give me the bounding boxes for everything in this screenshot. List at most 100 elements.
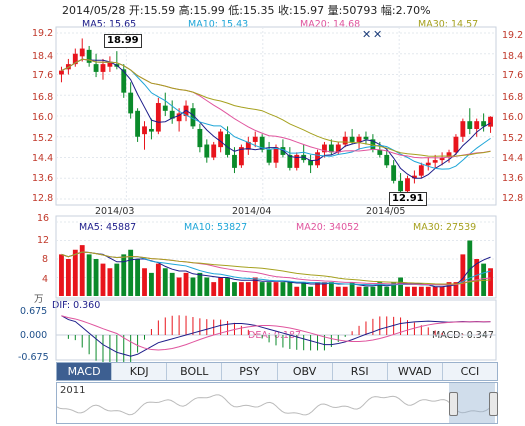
candle-body bbox=[218, 131, 224, 148]
candle-body bbox=[169, 110, 175, 119]
vol-ma30-line bbox=[61, 251, 491, 285]
navigator-left-handle[interactable] bbox=[449, 392, 458, 416]
volume-bar bbox=[100, 263, 106, 296]
price-tick-right: 12.8 bbox=[502, 193, 524, 204]
macd-tick: 0.675 bbox=[20, 306, 48, 317]
price-tick-left: 18.4 bbox=[32, 51, 54, 62]
candle-body bbox=[107, 61, 113, 67]
indicator-tabs: MACD KDJ BOLL PSY OBV RSI WVAD CCI bbox=[56, 362, 498, 381]
candle-body bbox=[398, 180, 403, 192]
volume-bar bbox=[273, 282, 279, 296]
vol-ma5-label: MA5: 45887 bbox=[79, 222, 137, 233]
candle-body bbox=[377, 149, 383, 155]
volume-bar bbox=[294, 286, 300, 296]
price-tick-left: 16.8 bbox=[32, 92, 54, 103]
vol-ma10-label: MA10: 53827 bbox=[184, 222, 248, 233]
tab-kdj[interactable]: KDJ bbox=[112, 363, 168, 380]
volume-bar bbox=[287, 282, 293, 296]
dif-line bbox=[61, 315, 491, 357]
navigator-history-line bbox=[57, 394, 496, 416]
price-tick-right: 15.2 bbox=[502, 133, 524, 144]
candle-body bbox=[342, 136, 348, 145]
candle-body bbox=[488, 116, 493, 127]
volume-bar bbox=[315, 282, 320, 296]
marker-icon: ✕ bbox=[373, 28, 382, 41]
vol-tick: 4 bbox=[42, 274, 49, 285]
volume-bar bbox=[232, 282, 237, 296]
navigator-sparkline bbox=[57, 394, 496, 416]
volume-bar bbox=[197, 272, 203, 296]
volume-bar bbox=[481, 263, 487, 296]
candle-body bbox=[446, 152, 452, 158]
candle-body bbox=[481, 121, 487, 127]
volume-bar bbox=[65, 259, 71, 296]
candle-body bbox=[100, 64, 106, 72]
candle-body bbox=[176, 113, 182, 122]
candle-body bbox=[467, 121, 473, 129]
volume-bar bbox=[391, 282, 397, 296]
candle-body bbox=[418, 165, 424, 176]
volume-bar bbox=[460, 254, 466, 296]
navigator-right-handle[interactable] bbox=[489, 392, 498, 416]
volume-bar bbox=[349, 282, 355, 296]
volume-bar bbox=[411, 286, 417, 296]
volume-bar bbox=[259, 282, 265, 296]
volume-bar bbox=[72, 249, 78, 296]
volume-bar bbox=[128, 249, 134, 296]
price-tick-right: 19.2 bbox=[502, 30, 524, 41]
candle-body bbox=[287, 154, 293, 168]
candle-body bbox=[294, 154, 300, 168]
volume-bar bbox=[114, 263, 120, 296]
volume-bar bbox=[467, 240, 473, 296]
volume-bar bbox=[439, 286, 445, 296]
candle-body bbox=[162, 105, 168, 111]
dif-label: DIF: 0.360 bbox=[52, 300, 101, 311]
high-callout: 18.99 bbox=[104, 34, 142, 48]
price-tick-left: 14.4 bbox=[32, 153, 54, 164]
candle-body bbox=[204, 144, 210, 158]
candle-body bbox=[59, 70, 64, 75]
candle-body bbox=[155, 103, 161, 132]
tab-obv[interactable]: OBV bbox=[278, 363, 333, 380]
volume-bar bbox=[135, 259, 141, 296]
volume-bar bbox=[79, 245, 85, 296]
volume-bar bbox=[363, 286, 369, 296]
tab-cci[interactable]: CCI bbox=[460, 365, 480, 378]
volume-bar bbox=[218, 277, 224, 296]
candle-body bbox=[328, 144, 334, 153]
tab-rsi[interactable]: RSI bbox=[333, 363, 388, 380]
vol-ma30-label: MA30: 27539 bbox=[413, 222, 477, 233]
volume-bar bbox=[328, 282, 334, 296]
candle-body bbox=[384, 154, 390, 166]
candle-body bbox=[79, 48, 85, 57]
volume-bar bbox=[370, 286, 376, 296]
tab-boll[interactable]: BOLL bbox=[167, 363, 223, 380]
macd-tick: -0.675 bbox=[18, 352, 49, 363]
candle-body bbox=[308, 160, 314, 166]
tab-wvad[interactable]: WVAD bbox=[388, 363, 443, 380]
candle-body bbox=[252, 136, 258, 142]
tab-macd[interactable]: MACD bbox=[57, 363, 113, 380]
volume-bar bbox=[266, 282, 272, 296]
date-label: 2014/04 bbox=[232, 206, 272, 217]
price-tick-left: 15.2 bbox=[32, 133, 54, 144]
range-navigator[interactable]: 2011 bbox=[56, 382, 498, 424]
tab-psy[interactable]: PSY bbox=[222, 363, 278, 380]
marker-icon: ✕ bbox=[362, 28, 371, 41]
volume-bar bbox=[280, 282, 286, 296]
candle-body bbox=[356, 136, 362, 142]
volume-bar bbox=[446, 282, 452, 296]
volume-bar bbox=[488, 268, 493, 296]
volume-bar bbox=[86, 254, 92, 296]
candle-body bbox=[65, 64, 71, 70]
candle-body bbox=[190, 108, 196, 127]
volume-bar bbox=[384, 286, 390, 296]
volume-panel-frame bbox=[55, 215, 497, 299]
volume-bar bbox=[238, 282, 244, 296]
candle-body bbox=[453, 136, 459, 153]
price-ma30-line bbox=[61, 58, 491, 157]
date-label: 2014/05 bbox=[366, 206, 406, 217]
candle-body bbox=[225, 134, 230, 155]
vol-tick: 8 bbox=[42, 254, 49, 265]
volume-bar bbox=[142, 268, 147, 296]
